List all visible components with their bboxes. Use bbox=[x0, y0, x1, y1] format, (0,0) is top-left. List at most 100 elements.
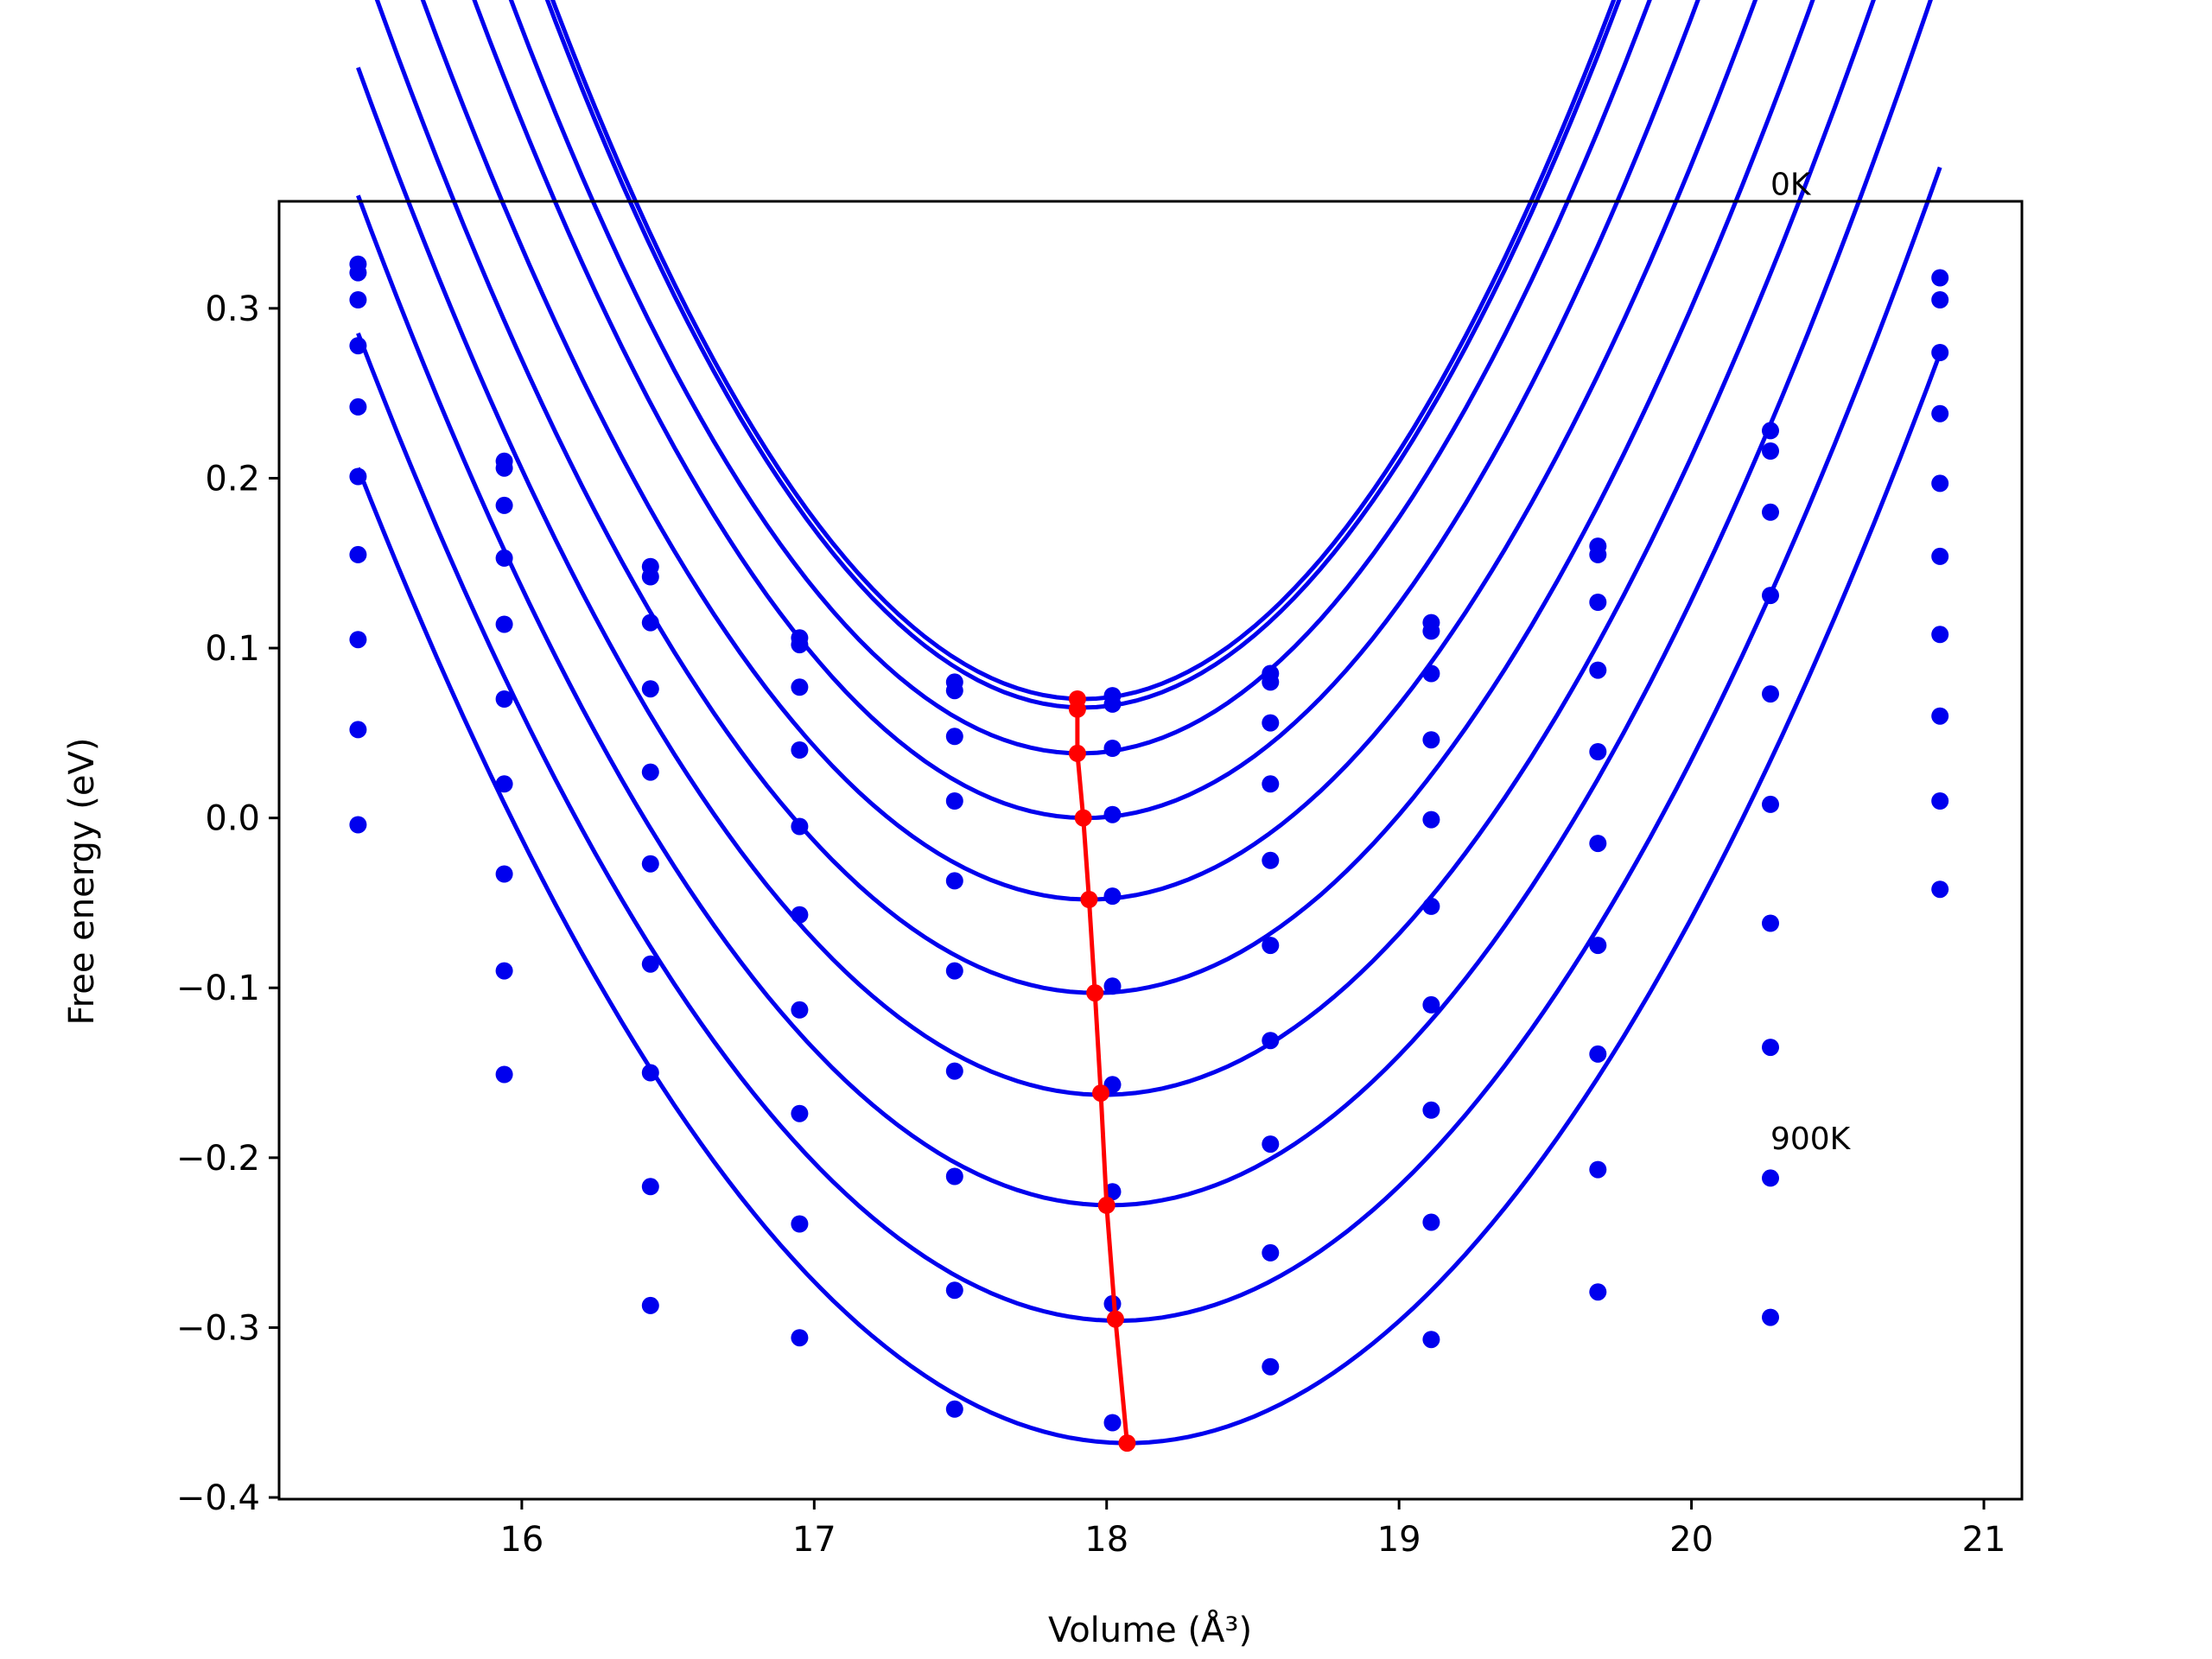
data-point bbox=[1589, 1283, 1607, 1301]
data-point bbox=[349, 264, 367, 282]
fit-curve-4 bbox=[420, 0, 1758, 902]
y-tick-label: −0.1 bbox=[176, 969, 260, 1008]
data-point bbox=[1762, 795, 1779, 813]
fit-curve-6 bbox=[356, 0, 1876, 1097]
data-point bbox=[1589, 1160, 1607, 1179]
y-tick-label: 0.3 bbox=[205, 289, 260, 329]
data-point bbox=[1762, 914, 1779, 932]
data-point bbox=[945, 962, 963, 980]
data-point bbox=[1931, 474, 1949, 493]
data-point bbox=[945, 682, 963, 700]
minimum-point bbox=[1106, 1310, 1124, 1328]
data-point bbox=[349, 337, 367, 355]
data-point bbox=[1931, 291, 1949, 308]
data-point bbox=[791, 906, 809, 924]
data-point bbox=[791, 1104, 809, 1122]
plot-frame bbox=[277, 200, 2024, 1501]
data-point bbox=[1262, 714, 1280, 732]
data-point bbox=[1422, 622, 1440, 640]
data-point bbox=[1262, 937, 1280, 955]
data-point bbox=[1262, 1135, 1280, 1154]
data-point bbox=[1422, 1213, 1440, 1231]
data-point bbox=[1262, 851, 1280, 869]
data-point bbox=[495, 962, 513, 980]
data-point bbox=[945, 872, 963, 890]
data-point bbox=[791, 817, 809, 836]
x-tick-label: 20 bbox=[1669, 1520, 1713, 1560]
y-tick-label: −0.2 bbox=[176, 1139, 260, 1179]
data-point bbox=[349, 397, 367, 416]
y-tick-label: 0.2 bbox=[205, 459, 260, 499]
data-point bbox=[1762, 1308, 1779, 1326]
data-point bbox=[945, 1400, 963, 1418]
x-tick-label: 21 bbox=[1962, 1520, 2006, 1560]
x-tick-label: 17 bbox=[792, 1520, 836, 1560]
data-point bbox=[791, 636, 809, 654]
data-point bbox=[1422, 731, 1440, 749]
data-point bbox=[1931, 880, 1949, 899]
data-point bbox=[1589, 835, 1607, 853]
data-point bbox=[1931, 547, 1949, 565]
data-point bbox=[791, 1329, 809, 1347]
fit-curve-5 bbox=[374, 0, 1815, 995]
data-point bbox=[495, 549, 513, 567]
fit-curve-8 bbox=[356, 166, 1942, 1324]
y-tick-label: −0.4 bbox=[176, 1478, 260, 1518]
data-point bbox=[791, 1215, 809, 1233]
data-point bbox=[349, 467, 367, 486]
data-point bbox=[641, 955, 659, 973]
data-point bbox=[641, 855, 659, 873]
fit-curve-1 bbox=[544, 0, 1622, 710]
data-point bbox=[349, 816, 367, 834]
minimum-point bbox=[1092, 1084, 1109, 1103]
fit-curve-0 bbox=[550, 0, 1617, 702]
fit-curve-9 bbox=[356, 353, 1942, 1446]
data-point bbox=[495, 615, 513, 633]
minimum-point bbox=[1080, 891, 1098, 908]
data-point bbox=[349, 291, 367, 308]
data-point bbox=[1931, 404, 1949, 423]
data-point bbox=[1422, 810, 1440, 829]
data-point bbox=[1262, 1243, 1280, 1262]
data-point bbox=[641, 680, 659, 698]
data-point bbox=[1262, 775, 1280, 793]
temperature-annotation: 0K bbox=[1770, 167, 1812, 202]
data-point bbox=[1931, 707, 1949, 725]
axis-ticks: 16 17 18 19 20 21 −0.4 −0.3 −0.2 −0.1 0.0 0.1 0.2 0.3 bbox=[176, 289, 2006, 1560]
data-point bbox=[1589, 545, 1607, 563]
fit-curve-3 bbox=[472, 0, 1700, 821]
x-tick-label: 18 bbox=[1084, 1520, 1128, 1560]
data-point bbox=[495, 865, 513, 883]
data-point bbox=[1931, 626, 1949, 644]
equilibrium-line bbox=[1068, 690, 1136, 1452]
fit-curve-2 bbox=[508, 0, 1652, 756]
data-point bbox=[349, 631, 367, 649]
data-point bbox=[1931, 344, 1949, 361]
minimum-point bbox=[1097, 1196, 1116, 1214]
data-point bbox=[1103, 805, 1122, 823]
y-tick-label: 0.1 bbox=[205, 629, 260, 669]
data-point bbox=[1762, 442, 1779, 460]
data-point bbox=[1762, 1039, 1779, 1057]
data-point bbox=[349, 721, 367, 739]
x-tick-label: 19 bbox=[1377, 1520, 1421, 1560]
data-point bbox=[1589, 594, 1607, 611]
data-point bbox=[945, 728, 963, 746]
data-point bbox=[1589, 743, 1607, 760]
minimum-point bbox=[1068, 744, 1086, 762]
y-tick-label: −0.3 bbox=[176, 1308, 260, 1348]
minimum-point bbox=[1086, 984, 1104, 1002]
data-point bbox=[1762, 422, 1779, 440]
data-point bbox=[945, 1281, 963, 1300]
data-point bbox=[495, 775, 513, 793]
y-tick-label: 0.0 bbox=[205, 799, 260, 839]
data-point bbox=[945, 792, 963, 810]
data-point bbox=[641, 613, 659, 632]
data-point bbox=[791, 1001, 809, 1019]
x-tick-label: 16 bbox=[499, 1520, 543, 1560]
minimum-point bbox=[1118, 1434, 1136, 1452]
data-point bbox=[1762, 685, 1779, 703]
fit-curves bbox=[356, 0, 1942, 1446]
data-point bbox=[1103, 1414, 1122, 1432]
data-point bbox=[1762, 503, 1779, 521]
